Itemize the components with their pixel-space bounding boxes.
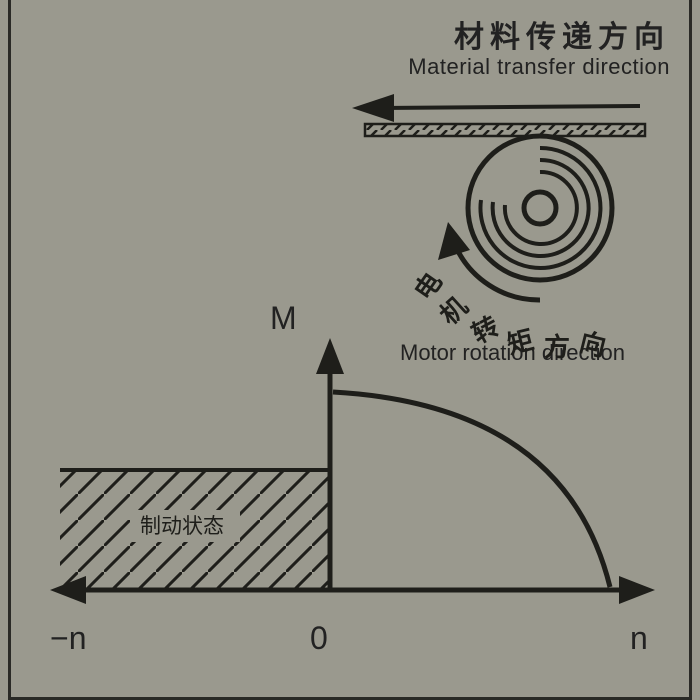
material-roll: [468, 136, 612, 280]
motor-cn-label: 电 机 转 矩 方 向: [408, 267, 609, 362]
brake-state-label: 制动状态: [140, 515, 224, 538]
x-axis-pos-arrowhead-icon: [619, 576, 655, 604]
material-strip: [352, 94, 645, 136]
y-axis-arrowhead-icon: [316, 338, 344, 374]
torque-curve: [333, 392, 610, 587]
braking-region: 制动状态: [60, 470, 328, 588]
material-arrowhead-icon: [352, 94, 394, 122]
svg-text:矩: 矩: [504, 324, 537, 359]
svg-text:向: 向: [577, 327, 610, 362]
torque-speed-chart: 制动状态: [50, 338, 655, 604]
diagram-svg: 电 机 转 矩 方 向 制动状态: [0, 0, 700, 700]
svg-text:方: 方: [544, 332, 570, 362]
svg-text:转: 转: [467, 311, 504, 350]
